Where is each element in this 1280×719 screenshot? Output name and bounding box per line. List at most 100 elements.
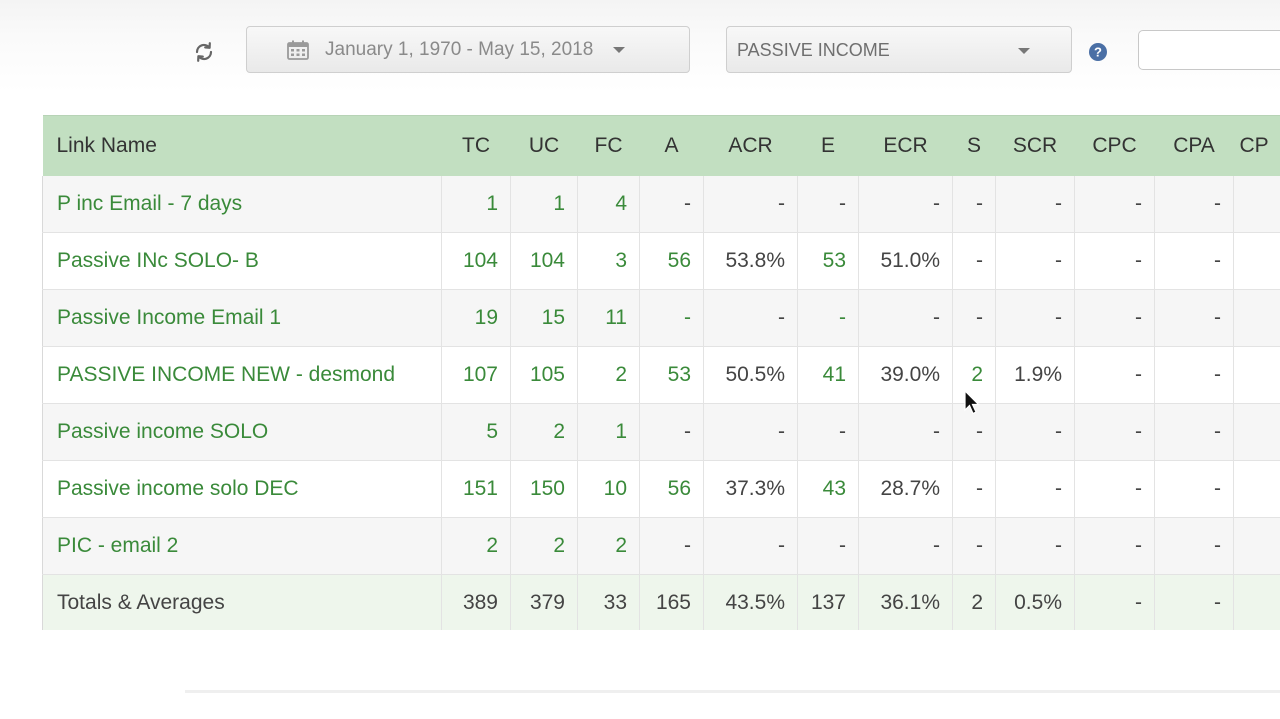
table-row: P inc Email - 7 days 1 1 4 - - - - - - -… <box>42 175 1280 233</box>
ecr-total: 36.1% <box>858 574 953 630</box>
column-header-a[interactable]: A <box>639 115 704 176</box>
column-header-s[interactable]: S <box>952 115 996 176</box>
tc-cell[interactable]: 1 <box>441 175 511 233</box>
cpc-cell: - <box>1074 517 1155 575</box>
fc-cell[interactable]: 11 <box>577 289 640 347</box>
e-cell[interactable]: 41 <box>797 346 859 404</box>
cpc-total: - <box>1074 574 1155 630</box>
tc-cell[interactable]: 151 <box>441 460 511 518</box>
uc-cell[interactable]: 2 <box>510 517 578 575</box>
uc-cell[interactable]: 150 <box>510 460 578 518</box>
scr-total: 0.5% <box>995 574 1075 630</box>
tc-cell[interactable]: 2 <box>441 517 511 575</box>
uc-cell[interactable]: 2 <box>510 403 578 461</box>
e-cell: - <box>797 403 859 461</box>
ecr-cell: 39.0% <box>858 346 953 404</box>
link-name-cell[interactable]: P inc Email - 7 days <box>42 175 442 233</box>
segment-dropdown[interactable]: PASSIVE INCOME <box>726 26 1072 73</box>
column-header-cp[interactable]: CP <box>1233 115 1280 176</box>
tc-cell[interactable]: 19 <box>441 289 511 347</box>
table-row: PIC - email 2 2 2 2 - - - - - - - - <box>42 517 1280 575</box>
fc-cell[interactable]: 2 <box>577 517 640 575</box>
fc-cell[interactable]: 2 <box>577 346 640 404</box>
s-cell[interactable]: 2 <box>952 346 996 404</box>
a-cell: - <box>639 175 704 233</box>
s-cell: - <box>952 403 996 461</box>
svg-text:?: ? <box>1094 45 1102 60</box>
cp-cell <box>1233 460 1280 518</box>
fc-cell[interactable]: 4 <box>577 175 640 233</box>
tc-cell[interactable]: 104 <box>441 232 511 290</box>
uc-total: 379 <box>510 574 578 630</box>
e-cell[interactable]: 53 <box>797 232 859 290</box>
fc-total: 33 <box>577 574 640 630</box>
tc-cell[interactable]: 107 <box>441 346 511 404</box>
table-row: PASSIVE INCOME NEW - desmond 107 105 2 5… <box>42 346 1280 404</box>
uc-cell[interactable]: 105 <box>510 346 578 404</box>
cp-cell <box>1233 232 1280 290</box>
totals-row: Totals & Averages 389 379 33 165 43.5% 1… <box>42 574 1280 630</box>
tc-total: 389 <box>441 574 511 630</box>
search-input[interactable] <box>1138 30 1280 70</box>
cpc-cell: - <box>1074 289 1155 347</box>
column-header-ecr[interactable]: ECR <box>858 115 953 176</box>
cpa-cell: - <box>1154 517 1234 575</box>
link-name-cell[interactable]: PASSIVE INCOME NEW - desmond <box>42 346 442 404</box>
fc-cell[interactable]: 3 <box>577 232 640 290</box>
cp-cell <box>1233 289 1280 347</box>
acr-cell: - <box>703 175 798 233</box>
acr-cell: 50.5% <box>703 346 798 404</box>
cpc-cell: - <box>1074 460 1155 518</box>
column-header-cpa[interactable]: CPA <box>1154 115 1234 176</box>
fc-cell[interactable]: 10 <box>577 460 640 518</box>
table-row: Passive INc SOLO- B 104 104 3 56 53.8% 5… <box>42 232 1280 290</box>
scr-cell: - <box>995 232 1075 290</box>
uc-cell[interactable]: 15 <box>510 289 578 347</box>
cpc-cell: - <box>1074 403 1155 461</box>
cp-cell <box>1233 346 1280 404</box>
date-range-picker[interactable]: January 1, 1970 - May 15, 2018 <box>246 26 690 73</box>
acr-cell: - <box>703 517 798 575</box>
a-cell[interactable]: 53 <box>639 346 704 404</box>
column-header-acr[interactable]: ACR <box>703 115 798 176</box>
chevron-down-icon <box>613 46 626 54</box>
link-name-cell[interactable]: Passive Income Email 1 <box>42 289 442 347</box>
column-header-tc[interactable]: TC <box>441 115 511 176</box>
column-header-link-name[interactable]: Link Name <box>42 115 442 176</box>
acr-cell: - <box>703 403 798 461</box>
link-name-cell[interactable]: Passive income SOLO <box>42 403 442 461</box>
cpa-cell: - <box>1154 346 1234 404</box>
question-circle-icon[interactable]: ? <box>1088 42 1108 62</box>
cp-cell <box>1233 517 1280 575</box>
a-cell: - <box>639 403 704 461</box>
column-header-scr[interactable]: SCR <box>995 115 1075 176</box>
scr-cell: 1.9% <box>995 346 1075 404</box>
column-header-fc[interactable]: FC <box>577 115 640 176</box>
fc-cell[interactable]: 1 <box>577 403 640 461</box>
column-header-e[interactable]: E <box>797 115 859 176</box>
link-name-cell[interactable]: PIC - email 2 <box>42 517 442 575</box>
tc-cell[interactable]: 5 <box>441 403 511 461</box>
column-header-uc[interactable]: UC <box>510 115 578 176</box>
cpa-total: - <box>1154 574 1234 630</box>
a-cell: - <box>639 289 704 347</box>
cpc-cell: - <box>1074 346 1155 404</box>
scr-cell: - <box>995 175 1075 233</box>
cpa-cell: - <box>1154 175 1234 233</box>
uc-cell[interactable]: 104 <box>510 232 578 290</box>
e-cell[interactable]: 43 <box>797 460 859 518</box>
s-cell: - <box>952 175 996 233</box>
scr-cell: - <box>995 460 1075 518</box>
ecr-cell: - <box>858 289 953 347</box>
link-name-cell[interactable]: Passive income solo DEC <box>42 460 442 518</box>
a-cell[interactable]: 56 <box>639 232 704 290</box>
link-name-cell[interactable]: Passive INc SOLO- B <box>42 232 442 290</box>
column-header-cpc[interactable]: CPC <box>1074 115 1155 176</box>
uc-cell[interactable]: 1 <box>510 175 578 233</box>
refresh-icon <box>195 42 213 62</box>
table-header-row: Link Name TC UC FC A ACR E ECR S SCR CPC… <box>42 115 1280 176</box>
e-cell: - <box>797 289 859 347</box>
links-table: Link Name TC UC FC A ACR E ECR S SCR CPC… <box>42 115 1280 630</box>
refresh-button[interactable] <box>190 38 218 66</box>
a-cell[interactable]: 56 <box>639 460 704 518</box>
